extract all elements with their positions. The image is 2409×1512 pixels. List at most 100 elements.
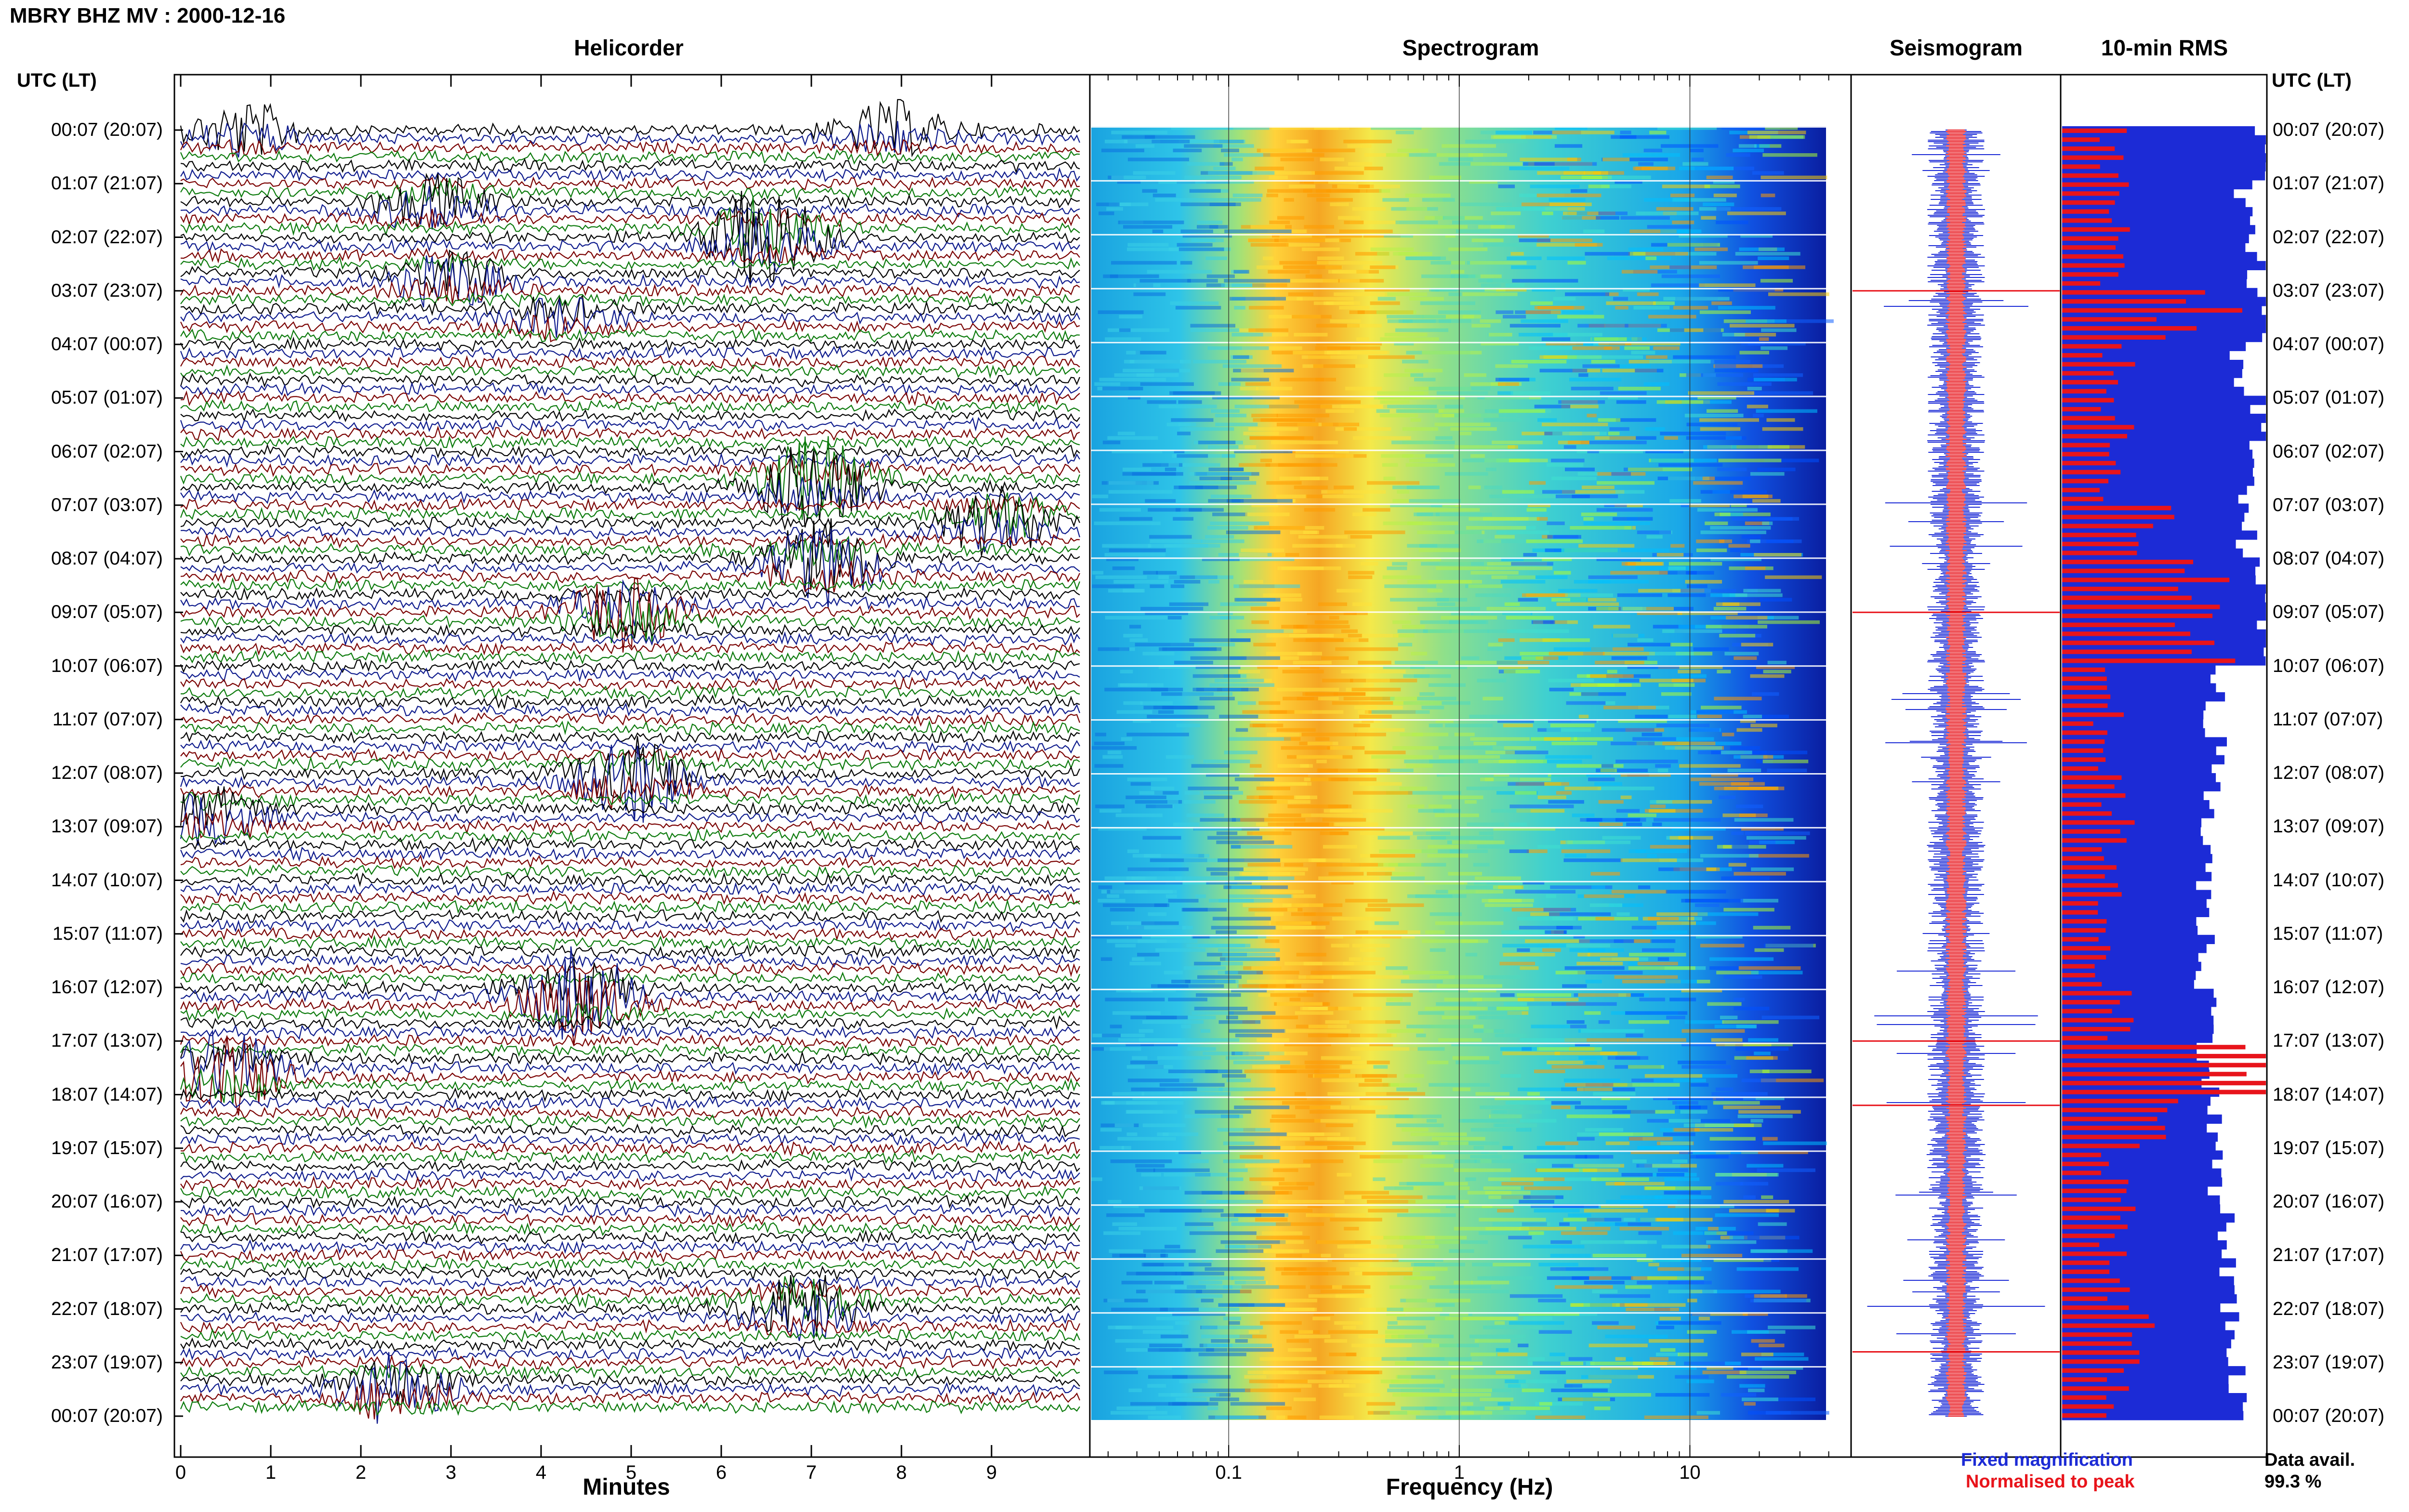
spectrogram-cell <box>1382 1083 1420 1087</box>
spectrogram-cell <box>1239 463 1271 467</box>
spectrogram-cell <box>1276 728 1316 732</box>
spectrogram-cell <box>1327 1092 1387 1096</box>
spectrogram-cell <box>1276 687 1339 692</box>
spectrogram-cell <box>1621 606 1646 611</box>
spectrogram-cell <box>1276 1415 1288 1420</box>
rms-normalised-bar <box>2062 1377 2107 1382</box>
spectrogram-cell <box>1470 1128 1531 1132</box>
helicorder-title: Helicorder <box>574 35 684 60</box>
spectrogram-cell <box>1297 297 1354 301</box>
spectrogram-cell <box>1393 252 1418 256</box>
spectrogram-cell <box>1762 760 1809 763</box>
spectrogram-cell <box>1496 1007 1529 1011</box>
spectrogram-cell <box>1194 1110 1251 1114</box>
spectrogram-cell <box>1566 701 1606 705</box>
helicorder-trace <box>180 1398 1080 1416</box>
spectrogram-cell <box>1500 580 1546 584</box>
spectrogram-cell <box>1426 827 1441 831</box>
helicorder-trace <box>180 586 1080 605</box>
spectrogram-cell <box>1119 315 1143 319</box>
spectrogram-cell <box>1503 723 1533 727</box>
spectrogram-cell <box>1130 1015 1177 1020</box>
helicorder-trace <box>180 561 1080 594</box>
spectrogram-cell <box>1678 670 1701 673</box>
rms-normalised-bar <box>2062 793 2126 798</box>
spectrogram-cell <box>1552 1164 1620 1168</box>
spectrogram-cell <box>1740 1182 1769 1186</box>
spectrogram-cell <box>1656 1218 1713 1222</box>
spectrogram-cell <box>1685 580 1722 584</box>
rms-fixed-bar <box>2062 971 2196 980</box>
spectrogram-cell <box>1338 216 1361 220</box>
spectrogram-cell <box>1364 1078 1382 1082</box>
spectrogram-cell <box>1291 894 1316 898</box>
rms-normalised-bar <box>2062 209 2109 214</box>
spectrogram-cell <box>1545 755 1592 759</box>
spectrogram-cell <box>1752 692 1779 696</box>
spectrogram-cell <box>1373 1177 1386 1181</box>
spectrogram-cell <box>1653 301 1675 305</box>
spectrogram-cell <box>1753 378 1797 381</box>
spectrogram-cell <box>1549 652 1605 656</box>
spectrogram-cell <box>1677 611 1738 615</box>
spectrogram-cell <box>1307 611 1368 615</box>
spectrogram-cell <box>1247 1249 1294 1253</box>
spectrogram-cell <box>1573 1384 1610 1388</box>
spectrogram-cell <box>1762 427 1803 431</box>
spectrogram-cell <box>1691 777 1754 781</box>
spectrogram-cell <box>1192 1388 1251 1393</box>
spectrogram-cell <box>1355 733 1386 736</box>
spectrogram-cell <box>1592 1253 1646 1258</box>
spectrogram-cell <box>1392 746 1459 750</box>
helicorder-x-tick-label: 6 <box>716 1462 727 1483</box>
spectrogram-cell <box>1244 1388 1301 1393</box>
spectrogram-cell <box>1277 566 1324 570</box>
spectrogram-cell <box>1600 1366 1638 1370</box>
spectrogram-cell <box>1163 1132 1198 1136</box>
spectrogram-cell <box>1260 459 1272 462</box>
spectrogram-cell <box>1535 656 1559 660</box>
spectrogram-cell <box>1743 750 1808 754</box>
spectrogram-cell <box>1592 1321 1619 1325</box>
spectrogram-cell <box>1723 1105 1781 1109</box>
rms-fixed-bar <box>2062 1393 2247 1403</box>
spectrogram-cell <box>1607 256 1671 260</box>
spectrogram-gap <box>1091 665 1826 667</box>
spectrogram-cell <box>1213 166 1236 171</box>
spectrogram-cell <box>1762 521 1773 526</box>
spectrogram-cell <box>1115 1339 1182 1343</box>
spectrogram-cell <box>1562 490 1625 494</box>
helicorder-trace <box>180 328 1080 343</box>
spectrogram-cell <box>1442 503 1461 507</box>
spectrogram-cell <box>1138 1029 1153 1033</box>
spectrogram-cell <box>1452 1056 1489 1060</box>
spectrogram-cell <box>1328 1033 1391 1038</box>
spectrogram-cell <box>1452 1388 1492 1393</box>
spectrogram-cell <box>1470 1353 1496 1356</box>
panel-frames <box>173 74 2268 1458</box>
rms-normalised-bar <box>2062 191 2119 196</box>
spectrogram-cell <box>1747 386 1762 391</box>
spectrogram-cell <box>1567 261 1586 265</box>
spectrogram-cell <box>1755 1357 1809 1361</box>
spectrogram-cell <box>1388 1083 1399 1087</box>
spectrogram-cell <box>1123 467 1152 472</box>
spectrogram-cell <box>1587 1218 1624 1222</box>
spectrogram-cell <box>1215 413 1246 418</box>
spectrogram-cell <box>1425 1407 1470 1410</box>
spectrogram-cell <box>1501 930 1550 934</box>
spectrogram-cell <box>1247 831 1292 835</box>
spectrogram-cell <box>1445 723 1493 727</box>
spectrogram-cell <box>1448 1361 1482 1366</box>
spectrogram-cell <box>1628 849 1687 853</box>
spectrogram-cell <box>1574 580 1611 584</box>
spectrogram-cell <box>1104 553 1165 557</box>
rms-normalised-bar <box>2062 326 2197 331</box>
spectrogram-cell <box>1748 1038 1778 1042</box>
spectrogram-cell <box>1752 499 1781 503</box>
spectrogram-cell <box>1686 422 1738 426</box>
spectrogram-cell <box>1201 1326 1263 1329</box>
spectrogram-cell <box>1549 912 1611 916</box>
spectrogram-cell <box>1700 944 1745 947</box>
helicorder-trace <box>180 336 1080 353</box>
